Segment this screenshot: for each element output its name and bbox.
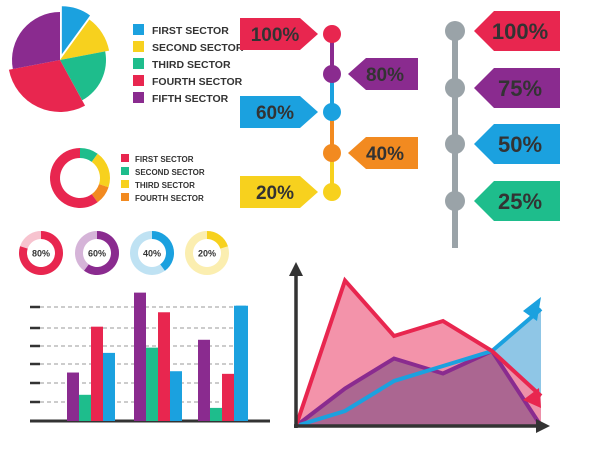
- legend-label: THIRD SECTOR: [152, 59, 231, 71]
- donut-legend: FIRST SECTOR SECOND SECTOR THIRD SECTOR FOU…: [121, 154, 205, 203]
- legend-label: SECOND SECTOR: [152, 42, 244, 54]
- donut-legend-swatch-3: [121, 180, 129, 188]
- timeline-tag-3: [240, 96, 318, 128]
- donut-segment-3: [91, 153, 110, 188]
- gray-timeline-tag-4: [474, 181, 560, 221]
- pie-legend: FIRST SECTOR SECOND SECTOR THIRD SECTOR FOU…: [133, 24, 244, 105]
- legend-swatch-5: [133, 92, 144, 103]
- timeline-dot-5: [323, 183, 341, 201]
- bar-group2-series3: [158, 312, 170, 421]
- timeline-tag-2: [348, 58, 418, 90]
- line-series-3: [295, 307, 543, 428]
- donut-legend-swatch-4: [121, 193, 129, 201]
- gray-timeline-label: 50%: [498, 132, 542, 157]
- donut-segment-2: [80, 148, 98, 162]
- timeline-label: 100%: [251, 25, 300, 46]
- bar-group3-series2: [210, 407, 222, 421]
- donut-legend-swatch-1: [121, 154, 129, 162]
- gray-timeline-label: 25%: [498, 189, 542, 214]
- legend-label: FIFTH SECTOR: [152, 93, 229, 105]
- gray-timeline-tag-3: [474, 124, 560, 164]
- timeline-tag-4: [348, 137, 418, 169]
- timeline-dot-4: [323, 144, 341, 162]
- bar-group1-series3: [91, 326, 103, 421]
- ring-label: 40%: [143, 249, 161, 259]
- donut-legend-label: SECOND SECTOR: [135, 168, 205, 177]
- percent-timeline-colored: 100% 80% 60% 40% 20%: [240, 18, 418, 208]
- gray-timeline-label: 100%: [492, 19, 548, 44]
- timeline-tag-5: [240, 176, 318, 208]
- red-arrowhead: [523, 388, 541, 408]
- timeline-dot-1: [323, 25, 341, 43]
- ring-label: 20%: [198, 249, 216, 259]
- pie-slice-1: [61, 6, 91, 55]
- legend-swatch-2: [133, 41, 144, 52]
- gray-timeline-tag-1: [474, 11, 560, 51]
- donut-chart-four-sectors: [50, 148, 110, 208]
- gray-timeline-dot-1: [445, 21, 465, 41]
- bar-group3-series1: [198, 339, 210, 421]
- y-axis-arrow: [289, 262, 303, 276]
- donut-legend-label: FIRST SECTOR: [135, 155, 194, 164]
- legend-swatch-3: [133, 58, 144, 69]
- gray-timeline-dot-2: [445, 78, 465, 98]
- timeline-label: 80%: [366, 65, 404, 86]
- timeline-dot-3: [323, 103, 341, 121]
- donut-segment-4: [91, 184, 109, 203]
- timeline-label: 20%: [256, 183, 294, 204]
- ring-fill-4: [207, 231, 228, 249]
- bar-group1-series2: [79, 394, 91, 421]
- donut-legend-label: THIRD SECTOR: [135, 181, 195, 190]
- bar-group3-series3: [222, 373, 234, 421]
- pie-chart-five-sectors: [8, 6, 110, 112]
- ring-fill-3: [152, 231, 174, 271]
- donut-segment-1: [50, 148, 98, 208]
- legend-swatch-4: [133, 75, 144, 86]
- pie-slice-2: [60, 19, 110, 61]
- progress-rings: 80% 60% 40% 20%: [18, 231, 229, 275]
- blue-arrowhead: [523, 297, 541, 321]
- gray-timeline-label: 75%: [498, 76, 542, 101]
- pie-slice-4: [8, 60, 86, 112]
- ring-label: 60%: [88, 249, 106, 259]
- bar-group1-series1: [67, 372, 79, 421]
- ring-fill-2: [84, 231, 119, 275]
- bar-group2-series2: [146, 347, 158, 421]
- legend-label: FIRST SECTOR: [152, 25, 229, 37]
- pie-slice-5: [11, 12, 60, 69]
- pie-slice-3: [60, 51, 106, 101]
- legend-label: FOURTH SECTOR: [152, 76, 243, 88]
- donut-legend-label: FOURTH SECTOR: [135, 194, 204, 203]
- line-series-1: [294, 276, 543, 427]
- percent-timeline-gray: 100% 75% 50% 25%: [445, 11, 560, 248]
- line-series-2: [294, 348, 543, 428]
- ring-label: 80%: [32, 249, 50, 259]
- bar-extra: [236, 305, 248, 421]
- area-series-2: [296, 351, 541, 426]
- gray-timeline-dot-4: [445, 191, 465, 211]
- grouped-bar-chart: [30, 292, 270, 423]
- gray-timeline-dot-3: [445, 134, 465, 154]
- donut-legend-swatch-2: [121, 167, 129, 175]
- legend-swatch-1: [133, 24, 144, 35]
- bar-group2-series1: [134, 292, 146, 421]
- bar-group1-series4: [103, 352, 115, 421]
- bar-group2-series4: [170, 371, 182, 421]
- x-axis-arrow: [536, 419, 550, 433]
- gray-timeline-tag-2: [474, 68, 560, 108]
- timeline-label: 40%: [366, 144, 404, 165]
- timeline-tag-1: [240, 18, 318, 50]
- timeline-dot-2: [323, 65, 341, 83]
- area-chart: [289, 262, 550, 433]
- timeline-label: 60%: [256, 103, 294, 124]
- ring-fill-1: [19, 231, 64, 275]
